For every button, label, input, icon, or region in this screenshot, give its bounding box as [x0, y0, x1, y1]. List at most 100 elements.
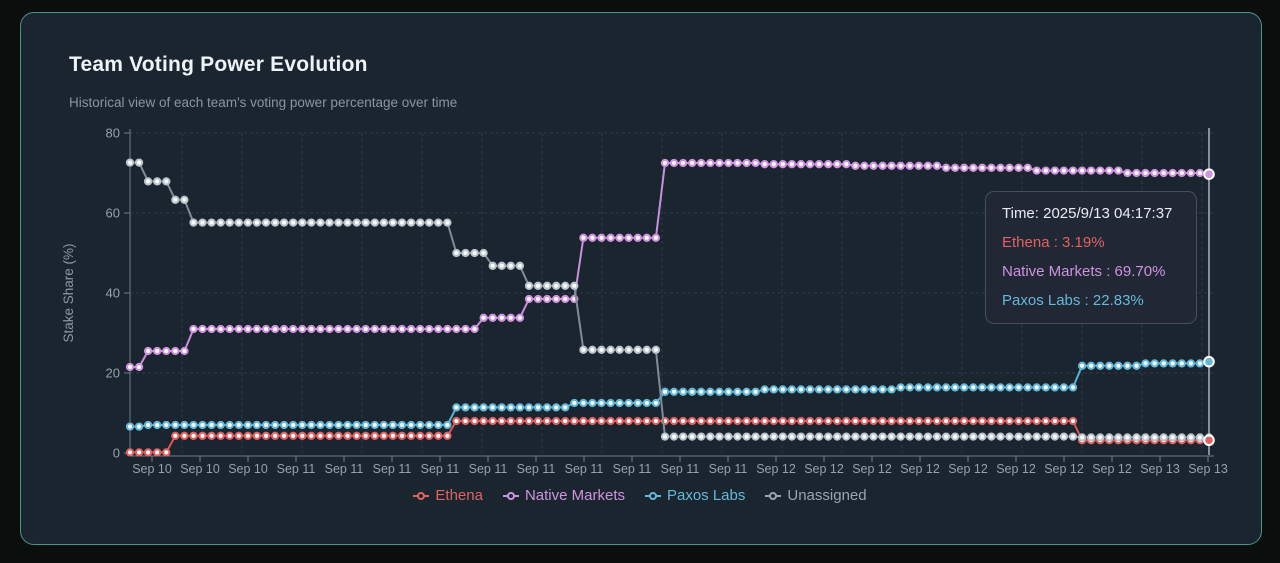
- data-point[interactable]: [279, 324, 289, 334]
- data-point[interactable]: [497, 403, 506, 412]
- data-point[interactable]: [153, 177, 162, 186]
- data-point[interactable]: [905, 416, 914, 426]
- data-point[interactable]: [941, 432, 951, 441]
- data-point[interactable]: [397, 431, 407, 440]
- data-point[interactable]: [1068, 166, 1078, 175]
- data-point[interactable]: [298, 431, 307, 440]
- data-point[interactable]: [561, 403, 570, 412]
- data-point[interactable]: [923, 416, 933, 426]
- data-point[interactable]: [316, 218, 325, 227]
- data-point[interactable]: [125, 362, 135, 372]
- data-point[interactable]: [171, 431, 180, 440]
- data-point[interactable]: [579, 233, 588, 242]
- data-point[interactable]: [252, 431, 262, 440]
- data-point[interactable]: [960, 416, 969, 426]
- data-point[interactable]: [615, 416, 624, 426]
- data-point[interactable]: [352, 218, 361, 227]
- data-point[interactable]: [279, 420, 289, 430]
- data-point[interactable]: [969, 163, 978, 172]
- data-point[interactable]: [923, 432, 933, 441]
- data-point[interactable]: [207, 218, 216, 227]
- data-point[interactable]: [1068, 383, 1078, 392]
- data-point[interactable]: [1023, 432, 1032, 441]
- data-point[interactable]: [134, 448, 144, 457]
- data-point[interactable]: [542, 294, 552, 304]
- data-point[interactable]: [1032, 416, 1041, 426]
- data-point[interactable]: [769, 432, 778, 441]
- legend-item-ethena[interactable]: Ethena: [413, 487, 483, 504]
- data-point[interactable]: [615, 345, 624, 354]
- data-point[interactable]: [932, 432, 942, 441]
- data-point[interactable]: [316, 324, 325, 334]
- data-point[interactable]: [479, 248, 488, 258]
- data-point[interactable]: [234, 420, 243, 430]
- data-point[interactable]: [597, 233, 606, 242]
- data-point[interactable]: [198, 218, 207, 227]
- data-point[interactable]: [769, 385, 778, 394]
- data-point[interactable]: [778, 416, 787, 426]
- data-point[interactable]: [261, 218, 271, 227]
- data-point[interactable]: [842, 385, 851, 394]
- data-point[interactable]: [941, 383, 951, 392]
- data-point[interactable]: [1077, 166, 1087, 175]
- data-point[interactable]: [597, 398, 606, 408]
- data-point[interactable]: [352, 420, 361, 430]
- data-point[interactable]: [1195, 168, 1205, 178]
- data-point[interactable]: [724, 432, 733, 441]
- data-point[interactable]: [751, 158, 760, 168]
- data-point[interactable]: [914, 432, 923, 441]
- data-point[interactable]: [307, 218, 316, 227]
- data-point[interactable]: [1032, 383, 1041, 392]
- data-point[interactable]: [515, 313, 525, 322]
- data-point[interactable]: [833, 432, 842, 441]
- data-point[interactable]: [434, 431, 443, 440]
- data-point[interactable]: [941, 416, 951, 426]
- data-point[interactable]: [361, 431, 370, 440]
- data-point[interactable]: [216, 431, 225, 440]
- data-point[interactable]: [1068, 416, 1078, 426]
- data-point[interactable]: [425, 431, 434, 440]
- data-point[interactable]: [1059, 383, 1069, 392]
- data-point[interactable]: [452, 416, 461, 426]
- data-point[interactable]: [787, 432, 797, 441]
- data-point[interactable]: [1105, 166, 1114, 175]
- data-point[interactable]: [1177, 359, 1186, 368]
- data-point[interactable]: [533, 281, 543, 290]
- data-point[interactable]: [860, 416, 869, 426]
- data-point[interactable]: [243, 420, 253, 430]
- data-point[interactable]: [660, 432, 670, 441]
- data-point[interactable]: [1032, 166, 1041, 175]
- data-point[interactable]: [234, 324, 243, 334]
- data-point[interactable]: [1123, 361, 1132, 370]
- data-point[interactable]: [805, 160, 815, 169]
- data-point[interactable]: [960, 383, 969, 392]
- data-point[interactable]: [524, 403, 534, 412]
- data-point[interactable]: [1014, 163, 1023, 172]
- data-point[interactable]: [624, 345, 633, 354]
- data-point[interactable]: [869, 432, 878, 441]
- data-point[interactable]: [134, 158, 144, 167]
- data-point[interactable]: [180, 431, 189, 440]
- data-point[interactable]: [153, 448, 162, 457]
- data-point[interactable]: [896, 383, 905, 392]
- active-point-paxos-labs[interactable]: [1203, 355, 1215, 368]
- data-point[interactable]: [1005, 432, 1014, 441]
- data-point[interactable]: [334, 431, 343, 440]
- data-point[interactable]: [769, 160, 778, 169]
- data-point[interactable]: [606, 416, 615, 426]
- data-point[interactable]: [688, 432, 697, 441]
- data-point[interactable]: [461, 416, 470, 426]
- data-point[interactable]: [678, 158, 688, 168]
- data-point[interactable]: [406, 324, 416, 334]
- data-point[interactable]: [724, 387, 733, 396]
- data-point[interactable]: [860, 161, 869, 170]
- data-point[interactable]: [624, 398, 633, 408]
- data-point[interactable]: [969, 432, 978, 441]
- legend-item-native-markets[interactable]: Native Markets: [502, 487, 625, 504]
- data-point[interactable]: [434, 420, 443, 430]
- data-point[interactable]: [225, 324, 234, 334]
- data-point[interactable]: [325, 324, 334, 334]
- data-point[interactable]: [561, 281, 570, 290]
- data-point[interactable]: [1159, 168, 1168, 178]
- data-point[interactable]: [1141, 433, 1150, 442]
